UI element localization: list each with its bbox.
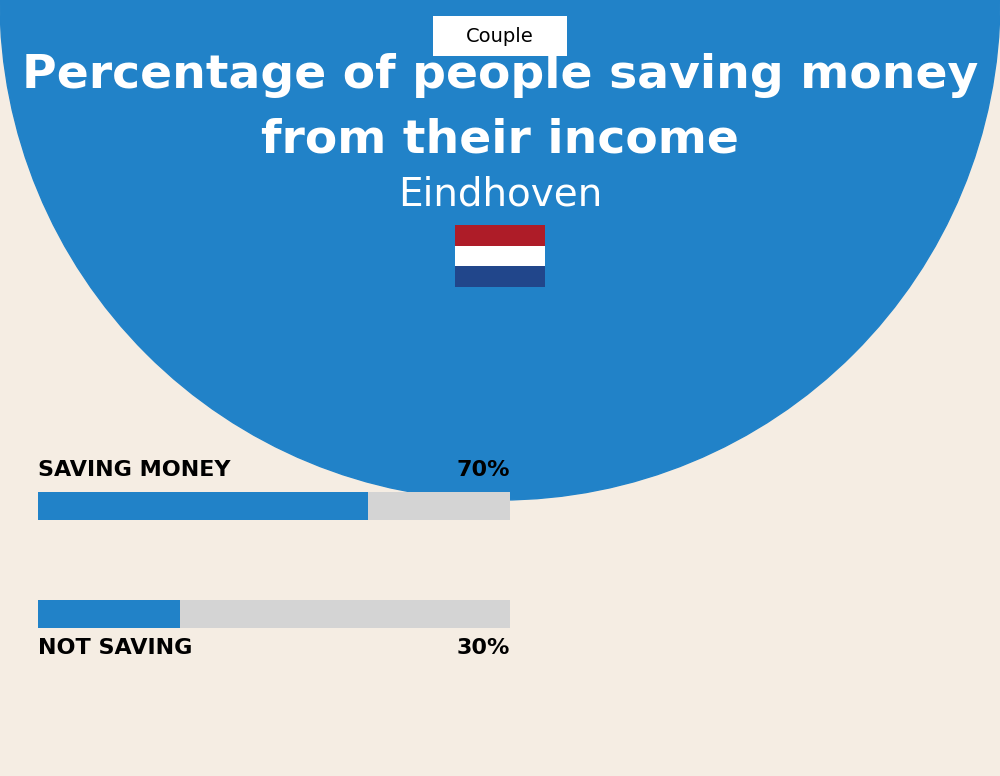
Bar — [38, 492, 368, 520]
Bar — [38, 600, 180, 628]
Bar — [455, 266, 545, 287]
Text: Percentage of people saving money: Percentage of people saving money — [22, 53, 978, 98]
Text: Couple: Couple — [466, 26, 534, 46]
Text: Eindhoven: Eindhoven — [398, 176, 602, 214]
Text: from their income: from their income — [261, 117, 739, 162]
FancyBboxPatch shape — [433, 16, 567, 56]
Bar — [38, 492, 510, 520]
Text: SAVING MONEY: SAVING MONEY — [38, 460, 230, 480]
Bar — [38, 600, 510, 628]
Bar — [455, 246, 545, 266]
Text: 70%: 70% — [456, 460, 510, 480]
Circle shape — [0, 0, 1000, 500]
Text: NOT SAVING: NOT SAVING — [38, 638, 192, 658]
Bar — [455, 225, 545, 246]
Text: 30%: 30% — [457, 638, 510, 658]
